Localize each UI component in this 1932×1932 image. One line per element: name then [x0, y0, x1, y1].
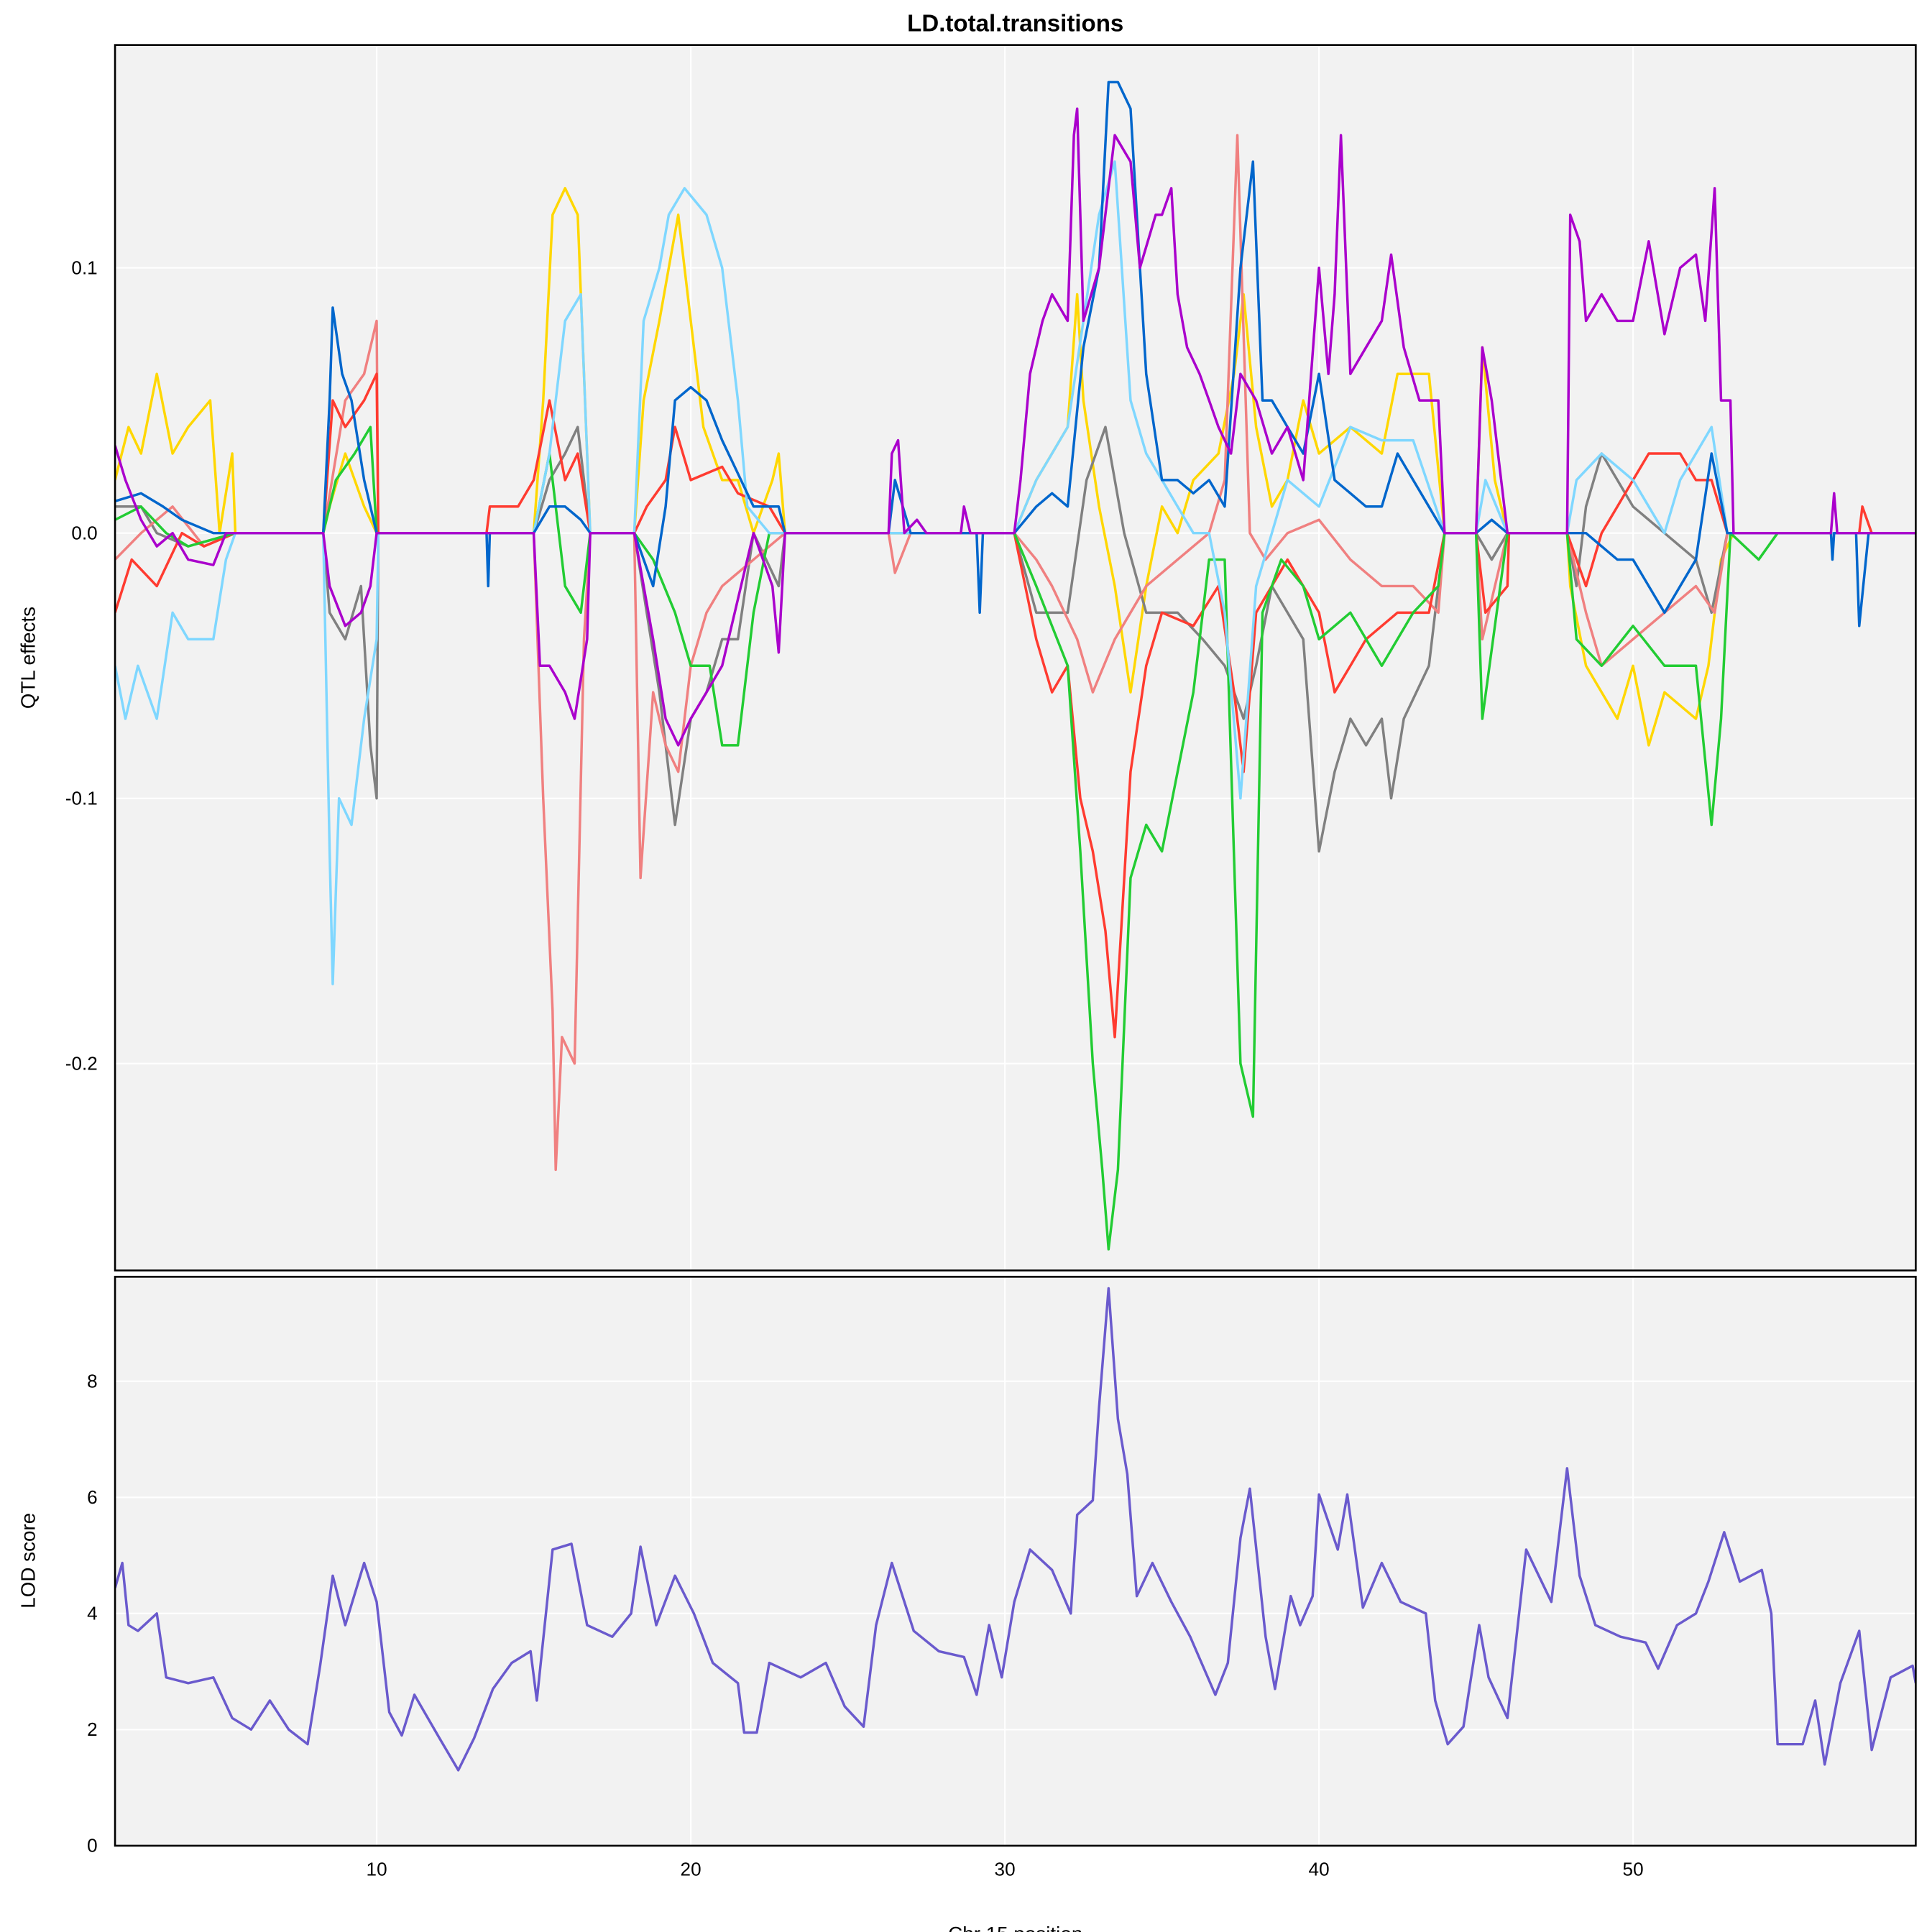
top-y-axis-label: QTL effects — [17, 607, 40, 709]
lod-panel: 0 2 4 6 8 10 20 30 40 50 — [87, 1276, 1917, 1880]
lod-series-line-1 — [115, 1287, 1916, 1772]
effects-series-line-7 — [115, 80, 1916, 627]
x-axis-label: Chr 15 position — [948, 1923, 1082, 1932]
x-tick-label: 10 — [367, 1859, 387, 1880]
effects-series-line-8 — [115, 107, 1916, 747]
x-tick-label: 20 — [681, 1859, 702, 1880]
effects-plot-background — [115, 45, 1916, 1271]
effects-y-tick-label: -0.1 — [65, 787, 98, 809]
x-tick-label: 30 — [995, 1859, 1016, 1880]
effects-y-tick-label: -0.2 — [65, 1052, 98, 1074]
lod-plot-background — [115, 1276, 1916, 1846]
effects-y-tick-label: 0.0 — [71, 522, 97, 543]
lod-y-tick-label: 0 — [87, 1835, 98, 1857]
effects-y-tick-label: 0.1 — [71, 257, 97, 278]
effects-series-line-6 — [115, 160, 1916, 985]
lod-y-tick-label: 4 — [87, 1603, 98, 1624]
x-tick-label: 50 — [1623, 1859, 1644, 1880]
chart-title: LD.total.transitions — [907, 10, 1123, 37]
effects-panel: -0.2 -0.1 0.0 0.1 — [65, 44, 1917, 1271]
x-tick-label: 40 — [1309, 1859, 1330, 1880]
bottom-y-axis-label: LOD score — [17, 1513, 40, 1609]
lod-y-tick-label: 8 — [87, 1370, 98, 1392]
lod-y-tick-label: 6 — [87, 1486, 98, 1508]
lod-y-tick-label: 2 — [87, 1719, 98, 1740]
effects-plot-frame — [114, 44, 1917, 1271]
lod-plot-frame — [114, 1276, 1917, 1847]
